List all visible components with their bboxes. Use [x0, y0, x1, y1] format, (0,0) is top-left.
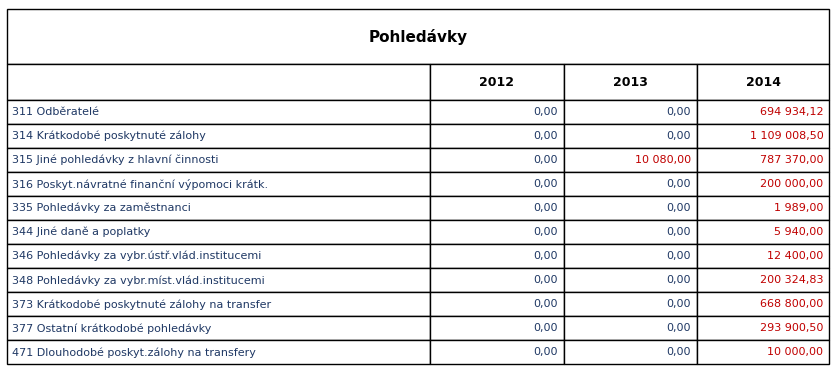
Text: 694 934,12: 694 934,12 — [760, 107, 823, 117]
Bar — [563, 340, 697, 364]
Text: 2014: 2014 — [746, 75, 781, 88]
Text: 5 940,00: 5 940,00 — [774, 227, 823, 237]
Bar — [7, 124, 431, 148]
Bar — [697, 196, 829, 220]
Bar — [431, 316, 563, 340]
Text: 0,00: 0,00 — [666, 203, 691, 213]
Bar — [563, 244, 697, 268]
Bar — [7, 268, 431, 292]
Bar — [697, 172, 829, 196]
Text: 293 900,50: 293 900,50 — [760, 323, 823, 333]
Bar — [431, 196, 563, 220]
Text: 0,00: 0,00 — [533, 203, 558, 213]
Bar — [7, 220, 431, 244]
Bar — [7, 9, 829, 64]
Text: 200 000,00: 200 000,00 — [760, 179, 823, 189]
Text: 0,00: 0,00 — [533, 227, 558, 237]
Bar — [7, 340, 431, 364]
Text: 0,00: 0,00 — [666, 299, 691, 309]
Bar — [431, 100, 563, 124]
Text: 2012: 2012 — [480, 75, 514, 88]
Text: 668 800,00: 668 800,00 — [760, 299, 823, 309]
Bar — [431, 172, 563, 196]
Bar — [431, 292, 563, 316]
Text: 0,00: 0,00 — [666, 107, 691, 117]
Text: 0,00: 0,00 — [666, 323, 691, 333]
Bar — [7, 196, 431, 220]
Text: 12 400,00: 12 400,00 — [767, 251, 823, 261]
Bar — [563, 316, 697, 340]
Text: 0,00: 0,00 — [533, 131, 558, 141]
Text: 1 989,00: 1 989,00 — [774, 203, 823, 213]
Text: 0,00: 0,00 — [533, 299, 558, 309]
Bar — [697, 340, 829, 364]
Bar — [697, 316, 829, 340]
Bar — [7, 316, 431, 340]
Text: 0,00: 0,00 — [533, 179, 558, 189]
Text: 0,00: 0,00 — [666, 227, 691, 237]
Text: 0,00: 0,00 — [533, 155, 558, 165]
Text: 0,00: 0,00 — [533, 251, 558, 261]
Text: 200 324,83: 200 324,83 — [760, 275, 823, 285]
Bar — [431, 340, 563, 364]
Bar — [563, 100, 697, 124]
Text: 0,00: 0,00 — [666, 275, 691, 285]
Bar — [563, 292, 697, 316]
Text: 314 Krátkodobé poskytnuté zálohy: 314 Krátkodobé poskytnuté zálohy — [12, 131, 206, 141]
Bar — [431, 220, 563, 244]
Bar — [697, 100, 829, 124]
Text: 373 Krátkodobé poskytnuté zálohy na transfer: 373 Krátkodobé poskytnuté zálohy na tran… — [12, 299, 271, 310]
Bar — [563, 220, 697, 244]
Bar — [7, 172, 431, 196]
Text: 377 Ostatní krátkodobé pohledávky: 377 Ostatní krátkodobé pohledávky — [12, 323, 211, 334]
Bar — [431, 244, 563, 268]
Text: 471 Dlouhodobé poskyt.zálohy na transfery: 471 Dlouhodobé poskyt.zálohy na transfer… — [12, 347, 256, 358]
Bar — [697, 292, 829, 316]
Text: 0,00: 0,00 — [533, 347, 558, 357]
Text: 335 Pohledávky za zaměstnanci: 335 Pohledávky za zaměstnanci — [12, 203, 191, 213]
Text: 2013: 2013 — [613, 75, 648, 88]
Bar — [7, 64, 431, 100]
Text: 0,00: 0,00 — [533, 323, 558, 333]
Bar — [431, 268, 563, 292]
Text: 348 Pohledávky za vybr.míst.vlád.institucemi: 348 Pohledávky za vybr.míst.vlád.institu… — [12, 275, 264, 286]
Bar — [563, 64, 697, 100]
Text: 10 000,00: 10 000,00 — [767, 347, 823, 357]
Text: 1 109 008,50: 1 109 008,50 — [750, 131, 823, 141]
Bar — [7, 148, 431, 172]
Text: 0,00: 0,00 — [666, 179, 691, 189]
Text: 0,00: 0,00 — [533, 275, 558, 285]
Text: 0,00: 0,00 — [666, 347, 691, 357]
Text: 346 Pohledávky za vybr.ústř.vlád.institucemi: 346 Pohledávky za vybr.ústř.vlád.institu… — [12, 251, 261, 262]
Text: 315 Jiné pohledávky z hlavní činnosti: 315 Jiné pohledávky z hlavní činnosti — [12, 155, 218, 165]
Bar — [7, 244, 431, 268]
Text: 344 Jiné daně a poplatky: 344 Jiné daně a poplatky — [12, 227, 150, 238]
Bar — [563, 196, 697, 220]
Bar — [697, 64, 829, 100]
Text: 316 Poskyt.návratné finanční výpomoci krátk.: 316 Poskyt.návratné finanční výpomoci kr… — [12, 178, 268, 189]
Bar — [697, 220, 829, 244]
Bar — [7, 100, 431, 124]
Bar — [431, 124, 563, 148]
Bar — [697, 148, 829, 172]
Bar — [563, 124, 697, 148]
Text: 0,00: 0,00 — [533, 107, 558, 117]
Bar — [697, 124, 829, 148]
Text: Pohledávky: Pohledávky — [369, 29, 467, 45]
Text: 787 370,00: 787 370,00 — [760, 155, 823, 165]
Text: 0,00: 0,00 — [666, 131, 691, 141]
Text: 311 Odběratelé: 311 Odběratelé — [12, 107, 99, 117]
Bar — [697, 268, 829, 292]
Bar — [563, 148, 697, 172]
Bar — [563, 172, 697, 196]
Bar — [431, 148, 563, 172]
Bar — [563, 268, 697, 292]
Bar — [7, 292, 431, 316]
Text: 0,00: 0,00 — [666, 251, 691, 261]
Bar — [697, 244, 829, 268]
Text: 10 080,00: 10 080,00 — [635, 155, 691, 165]
Bar — [431, 64, 563, 100]
